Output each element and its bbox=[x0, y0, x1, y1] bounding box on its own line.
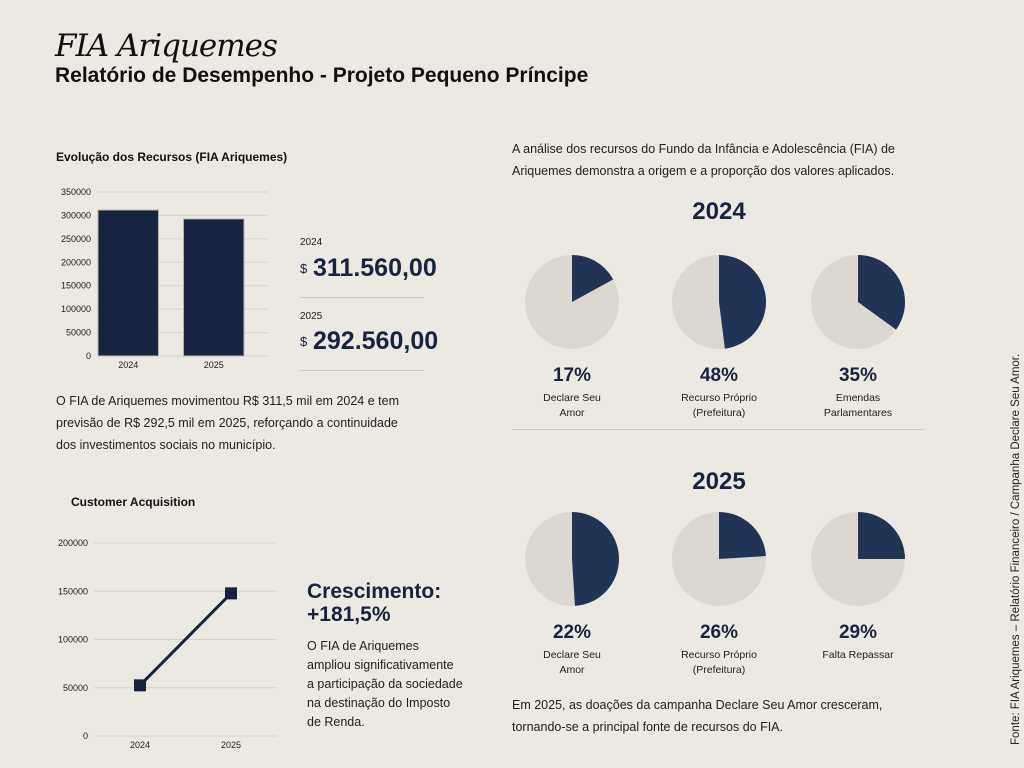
data-point-2024 bbox=[134, 679, 146, 692]
pie-slice bbox=[858, 255, 905, 330]
outro-line: tornando-se a principal fonte de recurso… bbox=[512, 720, 783, 734]
data-point-2025 bbox=[225, 587, 237, 600]
x-tick-label: 2025 bbox=[221, 740, 241, 750]
x-tick-label: 2024 bbox=[118, 360, 138, 370]
summary-line: dos investimentos sociais no município. bbox=[56, 438, 276, 452]
y-tick-label: 50000 bbox=[63, 683, 88, 693]
intro-text: A análise dos recursos do Fundo da Infân… bbox=[512, 138, 895, 182]
total-year-2025: 2025 bbox=[300, 311, 323, 322]
currency-symbol: $ bbox=[300, 261, 308, 276]
total-value-2025: 292.560,00 bbox=[313, 327, 439, 355]
pie-label-line: (Prefeitura) bbox=[692, 664, 746, 676]
pie-label: Emendas Parlamentares bbox=[798, 391, 918, 421]
pie-label: Recurso Próprio (Prefeitura) bbox=[659, 648, 779, 678]
growth-heading: Crescimento: +181,5% bbox=[307, 580, 441, 626]
growth-text: O FIA de Ariquemes ampliou significativa… bbox=[307, 637, 463, 732]
y-tick-label: 150000 bbox=[61, 281, 91, 291]
brand-logo: FIA Ariquemes bbox=[55, 28, 278, 64]
page-title: Relatório de Desempenho - Projeto Pequen… bbox=[55, 64, 589, 87]
total-value-2024: 311.560,00 bbox=[313, 254, 437, 282]
pie-label: Declare Seu Amor bbox=[512, 391, 632, 421]
outro-text: Em 2025, as doações da campanha Declare … bbox=[512, 694, 882, 738]
series-line bbox=[138, 592, 233, 687]
y-tick-label: 100000 bbox=[61, 304, 91, 314]
pie-percent: 29% bbox=[838, 622, 878, 643]
pie-label-line: Recurso Próprio bbox=[681, 649, 757, 661]
bar-2025 bbox=[183, 218, 245, 357]
growth-title: Crescimento: bbox=[307, 580, 442, 603]
growth-line: O FIA de Ariquemes bbox=[307, 639, 419, 653]
y-tick-label: 250000 bbox=[61, 234, 91, 244]
pie-label: Declare Seu Amor bbox=[512, 648, 632, 678]
divider bbox=[300, 297, 424, 298]
y-tick-label: 50000 bbox=[66, 328, 91, 338]
y-tick-label: 100000 bbox=[58, 635, 88, 645]
intro-line: A análise dos recursos do Fundo da Infân… bbox=[512, 142, 895, 156]
y-tick-label: 200000 bbox=[61, 257, 91, 267]
divider bbox=[300, 370, 424, 371]
y-tick-label: 0 bbox=[86, 351, 91, 361]
pie-label-line: Declare Seu bbox=[543, 649, 601, 661]
y-tick-label: 350000 bbox=[61, 187, 91, 197]
y-tick-label: 200000 bbox=[58, 538, 88, 548]
growth-line: na destinação do Imposto bbox=[307, 696, 451, 710]
pie-slice bbox=[719, 512, 766, 559]
summary-line: previsão de R$ 292,5 mil em 2025, reforç… bbox=[56, 416, 398, 430]
pie-label: Falta Repassar bbox=[798, 648, 918, 678]
pie-label-line bbox=[798, 663, 918, 678]
pie-percent: 17% bbox=[552, 365, 592, 386]
pie-slice bbox=[572, 512, 619, 606]
intro-line: Ariquemes demonstra a origem e a proporç… bbox=[512, 164, 895, 178]
pie-group-title-2024: 2024 bbox=[692, 198, 746, 225]
source-note: Fonte: FIA Ariquemes – Relatório Finance… bbox=[1010, 353, 1022, 745]
y-tick-label: 300000 bbox=[61, 210, 91, 220]
pie-label-line: Declare Seu bbox=[543, 392, 601, 404]
x-tick-label: 2024 bbox=[130, 740, 150, 750]
pie-percent: 26% bbox=[699, 622, 739, 643]
outro-line: Em 2025, as doações da campanha Declare … bbox=[512, 698, 883, 712]
growth-line: ampliou significativamente bbox=[307, 658, 454, 672]
pie-label-line: Emendas bbox=[835, 392, 881, 404]
pie-label-line: (Prefeitura) bbox=[692, 407, 746, 419]
pie-percent: 22% bbox=[552, 622, 592, 643]
pie-label-line: Parlamentares bbox=[823, 407, 893, 419]
line-chart-title: Customer Acquisition bbox=[71, 495, 196, 509]
summary-line: O FIA de Ariquemes movimentou R$ 311,5 m… bbox=[56, 394, 399, 408]
pie-label-line: Amor bbox=[559, 664, 585, 676]
divider bbox=[512, 429, 924, 430]
growth-line: de Renda. bbox=[307, 715, 365, 729]
growth-value: +181,5% bbox=[307, 603, 391, 626]
pie-slice bbox=[858, 512, 905, 559]
total-year-2024: 2024 bbox=[300, 237, 323, 248]
y-tick-label: 0 bbox=[83, 731, 88, 741]
currency-symbol: $ bbox=[300, 334, 308, 349]
growth-line: a participação da sociedade bbox=[307, 677, 463, 691]
bar-2024 bbox=[97, 209, 159, 357]
pie-percent: 48% bbox=[699, 365, 739, 386]
summary-text: O FIA de Ariquemes movimentou R$ 311,5 m… bbox=[56, 390, 399, 456]
pie-percent: 35% bbox=[838, 365, 878, 386]
pie-label-line: Amor bbox=[559, 407, 585, 419]
pie-label-line: Recurso Próprio bbox=[681, 392, 757, 404]
y-tick-label: 150000 bbox=[58, 586, 88, 596]
pie-label: Recurso Próprio (Prefeitura) bbox=[659, 391, 779, 421]
bar-chart-title: Evolução dos Recursos (FIA Ariquemes) bbox=[56, 150, 288, 164]
x-tick-label: 2025 bbox=[204, 360, 224, 370]
pie-slice bbox=[572, 255, 614, 302]
pie-label-line: Falta Repassar bbox=[822, 649, 894, 661]
pie-slice bbox=[719, 255, 766, 349]
pie-group-title-2025: 2025 bbox=[692, 468, 746, 495]
